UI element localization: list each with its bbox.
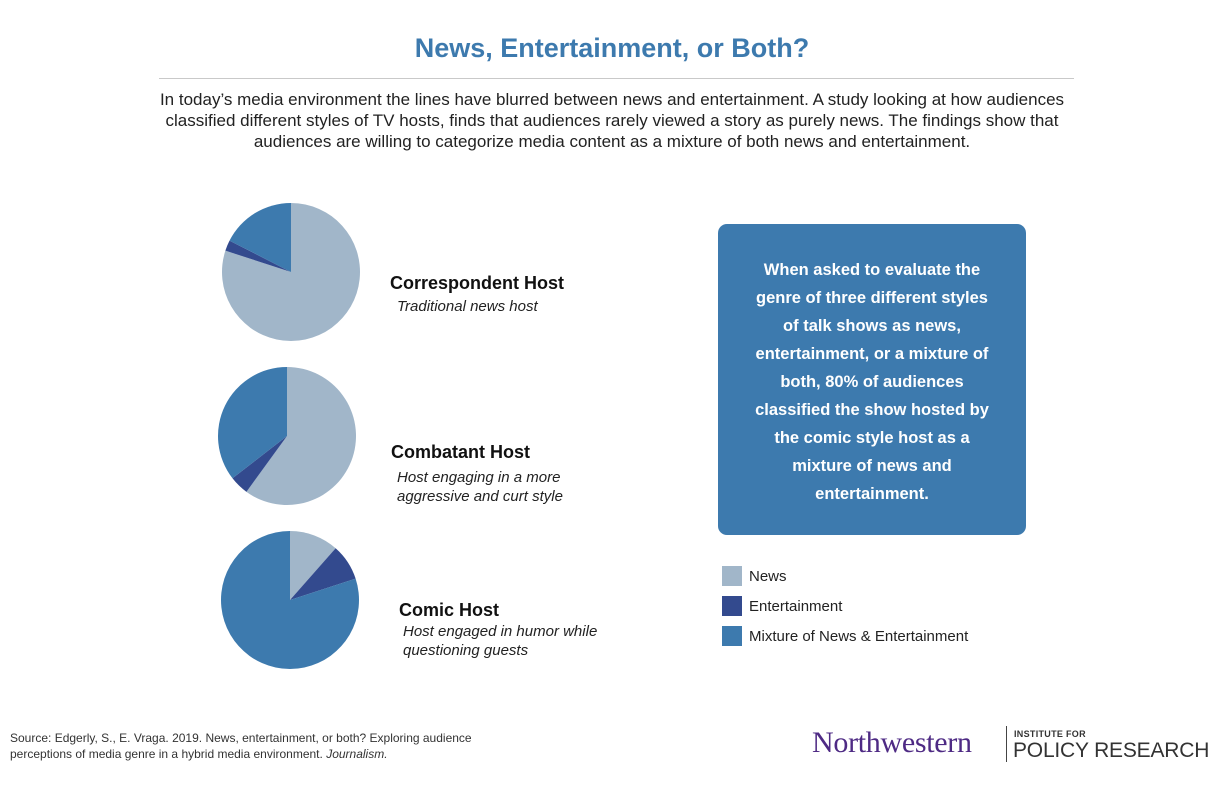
legend-swatch: [722, 596, 742, 616]
host-subtitle-correspondent: Traditional news host: [397, 298, 538, 315]
pie-chart-svg: [221, 531, 359, 669]
legend-label: News: [749, 568, 787, 585]
source-citation: Source: Edgerly, S., E. Vraga. 2019. New…: [10, 730, 530, 762]
page-title: News, Entertainment, or Both?: [414, 33, 810, 63]
logo-policy-research: POLICY RESEARCH: [1013, 739, 1210, 762]
pie-chart-svg: [222, 203, 360, 341]
host-subtitle-comic: Host engaged in humor while questioning …: [403, 623, 598, 659]
source-journal: Journalism.: [326, 747, 388, 761]
logo-institute-for: INSTITUTE FOR: [1014, 729, 1086, 739]
pie-slice-entertainment: [290, 548, 356, 600]
pie-comic-host: [220, 530, 360, 670]
host-title-combatant: Combatant Host: [391, 442, 530, 462]
pie-slice-news: [290, 531, 336, 600]
title-divider: [159, 78, 1074, 79]
intro-paragraph: In today’s media environment the lines h…: [159, 90, 1065, 151]
legend-label: Entertainment: [749, 598, 843, 615]
pie-slice-mixture: [229, 203, 291, 272]
logo-divider: [1006, 726, 1007, 762]
pie-combatant-host: [217, 366, 357, 506]
pie-slice-mixture: [221, 531, 359, 669]
ipr-logo: Northwestern INSTITUTE FOR POLICY RESEAR…: [812, 724, 1212, 764]
host-title-comic: Comic Host: [399, 600, 500, 620]
host-subtitle-combatant: Host engaging in a more aggressive and c…: [397, 469, 563, 505]
pie-slice-entertainment: [232, 436, 287, 492]
source-text: Source: Edgerly, S., E. Vraga. 2019. New…: [10, 731, 472, 761]
pie-chart-svg: [217, 367, 356, 505]
pie-slice-news: [246, 367, 356, 505]
legend-swatch: [722, 626, 742, 646]
callout-box: When asked to evaluate the genre of thre…: [718, 224, 1026, 535]
legend-swatch: [722, 566, 742, 586]
pie-slice-mixture: [217, 367, 287, 479]
pie-correspondent-host: [221, 202, 361, 342]
host-title-correspondent: Correspondent Host: [390, 273, 565, 293]
logo-northwestern: Northwestern: [812, 726, 972, 759]
legend-label: Mixture of News & Entertainment: [749, 628, 969, 645]
pie-slice-entertainment: [225, 240, 291, 272]
